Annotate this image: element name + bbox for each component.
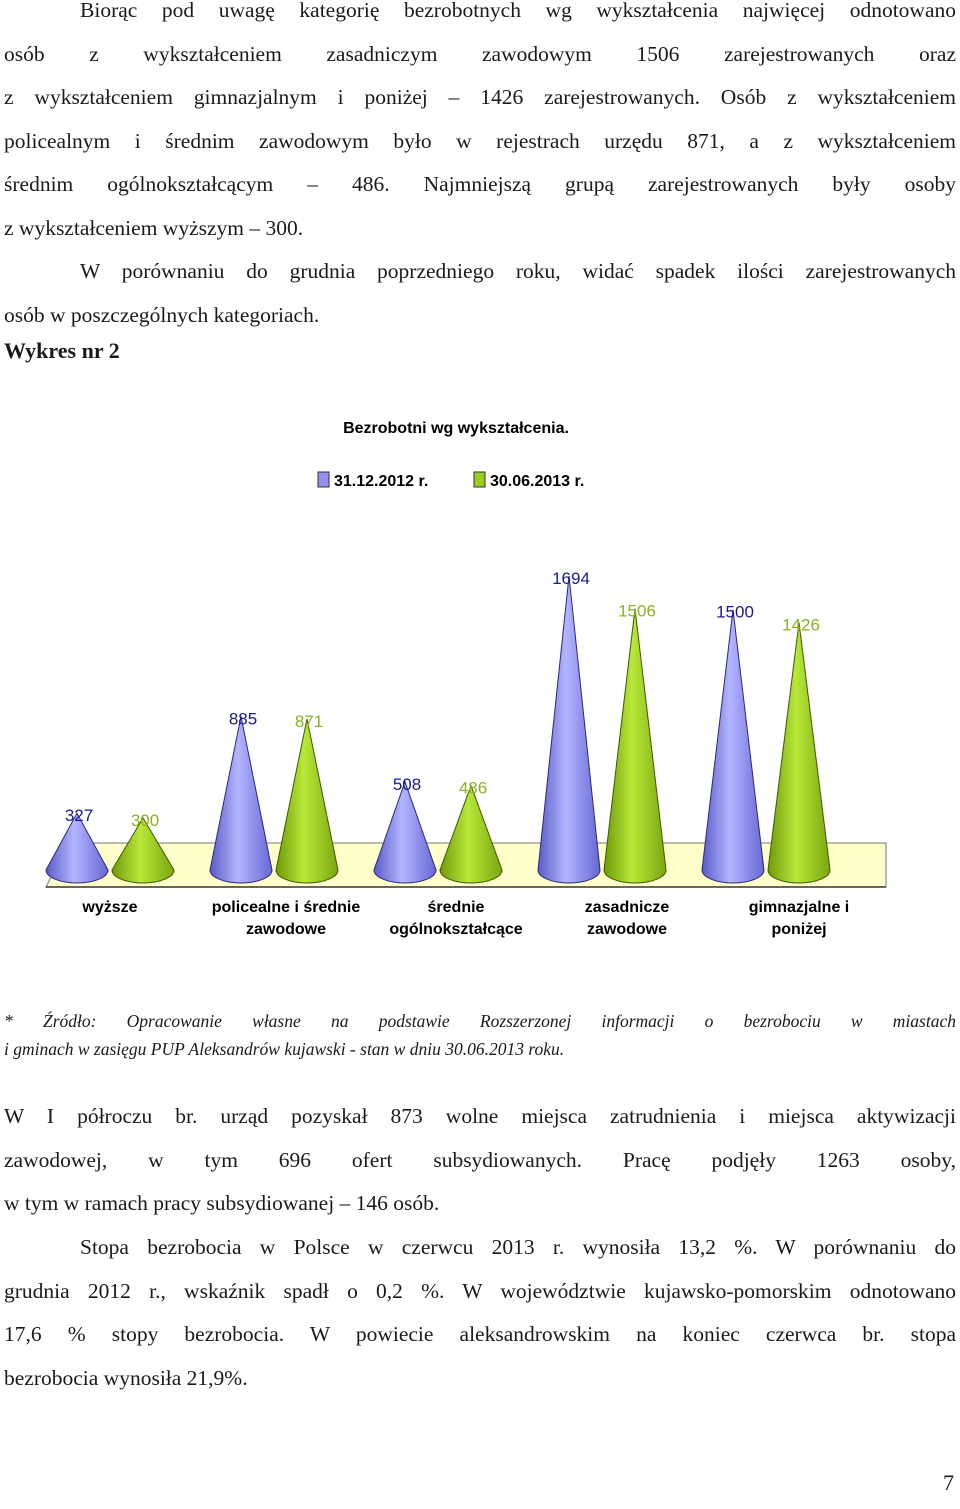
text-line: Stopa bezrobocia w Polsce w czerwcu 2013… xyxy=(80,1235,956,1259)
x-tick-label: ogólnokształcące xyxy=(389,921,522,938)
cone-2013-cat4 xyxy=(603,608,667,884)
education-chart: Bezrobotni wg wykształcenia. 31.12.2012 … xyxy=(45,420,887,938)
text-line: W porównaniu do grudnia poprzedniego rok… xyxy=(80,259,956,283)
data-label: 1500 xyxy=(716,603,754,622)
x-tick-label: poniżej xyxy=(771,921,826,938)
chart-x-labels: wyższe policealne i średnie zawodowe średni… xyxy=(81,899,849,938)
data-label: 1506 xyxy=(618,602,656,621)
cone-2012-cat2 xyxy=(209,716,273,884)
legend-swatch-1 xyxy=(317,471,330,488)
text-line: policealnym i średnim zawodowym było w r… xyxy=(4,128,956,153)
legend-swatch-2 xyxy=(473,471,486,488)
x-tick-label: średnie xyxy=(428,899,485,916)
text-line: zawodowej, w tym 696 ofert subsydiowanyc… xyxy=(4,1147,956,1172)
data-label: 1694 xyxy=(552,569,590,588)
data-label: 871 xyxy=(295,712,323,731)
source-note: * Źródło: Opracowanie własne na podstawi… xyxy=(4,1007,956,1063)
chart-legend: 31.12.2012 r. 30.06.2013 r. xyxy=(317,471,584,490)
paragraph-job-offers: W I półroczu br. urząd pozyskał 873 woln… xyxy=(4,1095,956,1226)
text-line: średnim ogólnokształcącym – 486. Najmnie… xyxy=(4,172,956,196)
cone-2013-cat3 xyxy=(439,784,503,884)
text-line: osób w poszczególnych kategoriach. xyxy=(4,302,320,327)
x-tick-label: zasadnicze xyxy=(585,899,670,916)
text-line: W I półroczu br. urząd pozyskał 873 woln… xyxy=(4,1104,956,1128)
legend-label-2: 30.06.2013 r. xyxy=(490,473,584,490)
text-line: z wykształceniem wyższym – 300. xyxy=(4,215,304,240)
x-tick-label: zawodowe xyxy=(587,921,667,938)
data-label: 885 xyxy=(229,709,257,728)
text-line: * Źródło: Opracowanie własne na podstawi… xyxy=(4,1011,956,1031)
text-line: bezrobocia wynosiła 21,9%. xyxy=(4,1365,248,1390)
legend-label-1: 31.12.2012 r. xyxy=(334,473,428,490)
cone-2012-cat4 xyxy=(537,575,601,884)
text-line: 17,6 % stopy bezrobocia. W powiecie alek… xyxy=(4,1322,956,1346)
x-tick-label: zawodowe xyxy=(246,921,326,938)
chart-marks: 327 300 885 871 508 486 1694 1506 1500 1426 xyxy=(45,569,831,884)
cone-2013-cat5 xyxy=(767,622,831,884)
text-line: Biorąc pod uwagę kategorię bezrobotnych … xyxy=(80,0,956,22)
cone-2012-cat5 xyxy=(701,609,765,884)
cone-2013-cat2 xyxy=(275,718,339,884)
text-line: osób z wykształceniem zasadniczym zawodo… xyxy=(4,41,956,66)
x-tick-label: wyższe xyxy=(81,899,137,916)
cone-2012-cat1 xyxy=(45,812,109,884)
text-line: w tym w ramach pracy subsydiowanej – 146… xyxy=(4,1191,440,1215)
cone-2012-cat3 xyxy=(373,780,437,884)
text-line: i gminach w zasięgu PUP Aleksandrów kuja… xyxy=(4,1039,565,1059)
data-label: 300 xyxy=(131,811,159,830)
paragraph-education-summary: Biorąc pod uwagę kategorię bezrobotnych … xyxy=(4,0,956,250)
cone-2013-cat1 xyxy=(111,816,175,884)
x-tick-label: policealne i średnie xyxy=(212,899,361,916)
page-number: 7 xyxy=(943,1470,954,1495)
data-label: 486 xyxy=(459,779,487,798)
text-line: grudnia 2012 r., wskaźnik spadł o 0,2 %.… xyxy=(4,1278,956,1303)
paragraph-unemployment-rate: Stopa bezrobocia w Polsce w czerwcu 2013… xyxy=(4,1226,956,1400)
data-label: 327 xyxy=(65,806,93,825)
data-label: 1426 xyxy=(782,616,820,635)
text-line: z wykształceniem gimnazjalnym i poniżej … xyxy=(4,85,956,109)
chart-caption: Wykres nr 2 xyxy=(4,338,120,363)
x-tick-label: gimnazjalne i xyxy=(749,899,849,916)
data-label: 508 xyxy=(393,775,421,794)
chart-title: Bezrobotni wg wykształcenia. xyxy=(343,420,569,437)
paragraph-comparison: W porównaniu do grudnia poprzedniego rok… xyxy=(4,250,956,337)
